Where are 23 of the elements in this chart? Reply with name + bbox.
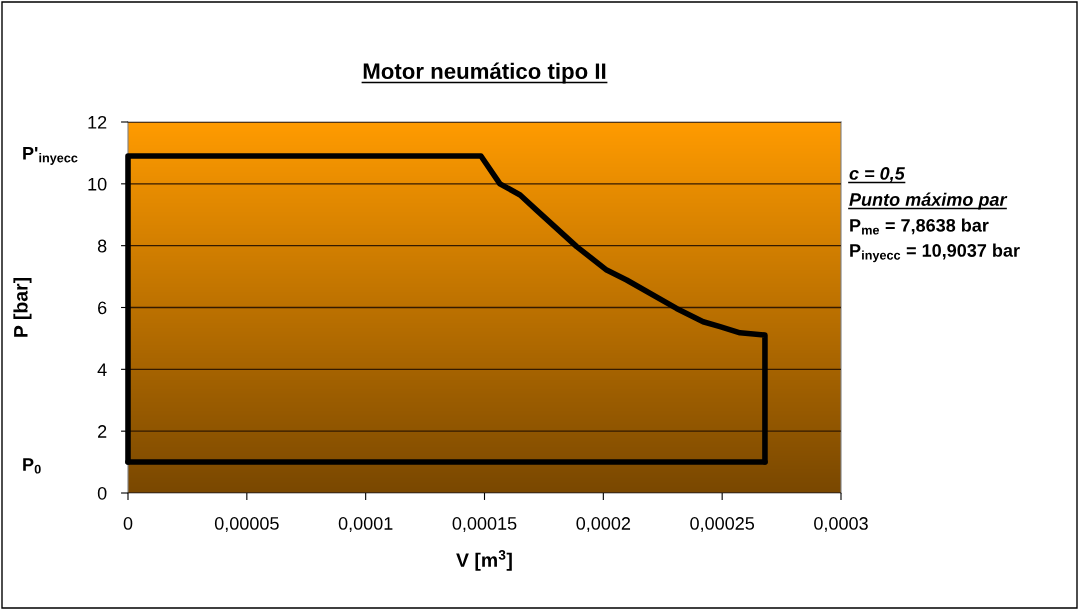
y-tick-label: 2 [98, 425, 107, 438]
y-tick-label: 8 [97, 239, 107, 253]
text: P$_{0}$ [23, 458, 41, 474]
text: P$_{me}$ = 7,8638 bar [850, 218, 989, 235]
x-tick-label: 0 [123, 517, 133, 530]
y-tick-label: 0 [97, 486, 107, 500]
y-axis-title: P [bar] [13, 277, 32, 337]
y-tick-label: 4 [97, 363, 107, 376]
chart-title: Motor neumático tipo II [363, 62, 606, 84]
x-tick-label: 0,00025 [690, 517, 755, 533]
text: Punto máximo par [849, 192, 1008, 210]
y-tick-label: 12 [88, 115, 107, 129]
x-tick-label: 0,0003 [814, 517, 868, 533]
y-tick-label: 10 [88, 177, 107, 191]
x-tick-label: 0,00005 [214, 517, 279, 533]
x-tick-label: 0,0001 [338, 517, 393, 533]
x-axis-title: V [m$^{3}$] [456, 550, 512, 571]
text: P$_{inyecc}$ = 10,9037 bar [850, 243, 1020, 263]
y-tick-label: 6 [98, 301, 107, 315]
x-tick-label: 0,00015 [452, 517, 517, 533]
text: P'$_{inyecc}$ [23, 146, 78, 165]
text: c = 0,5 [849, 167, 905, 183]
x-tick-label: 0,0002 [576, 517, 631, 533]
